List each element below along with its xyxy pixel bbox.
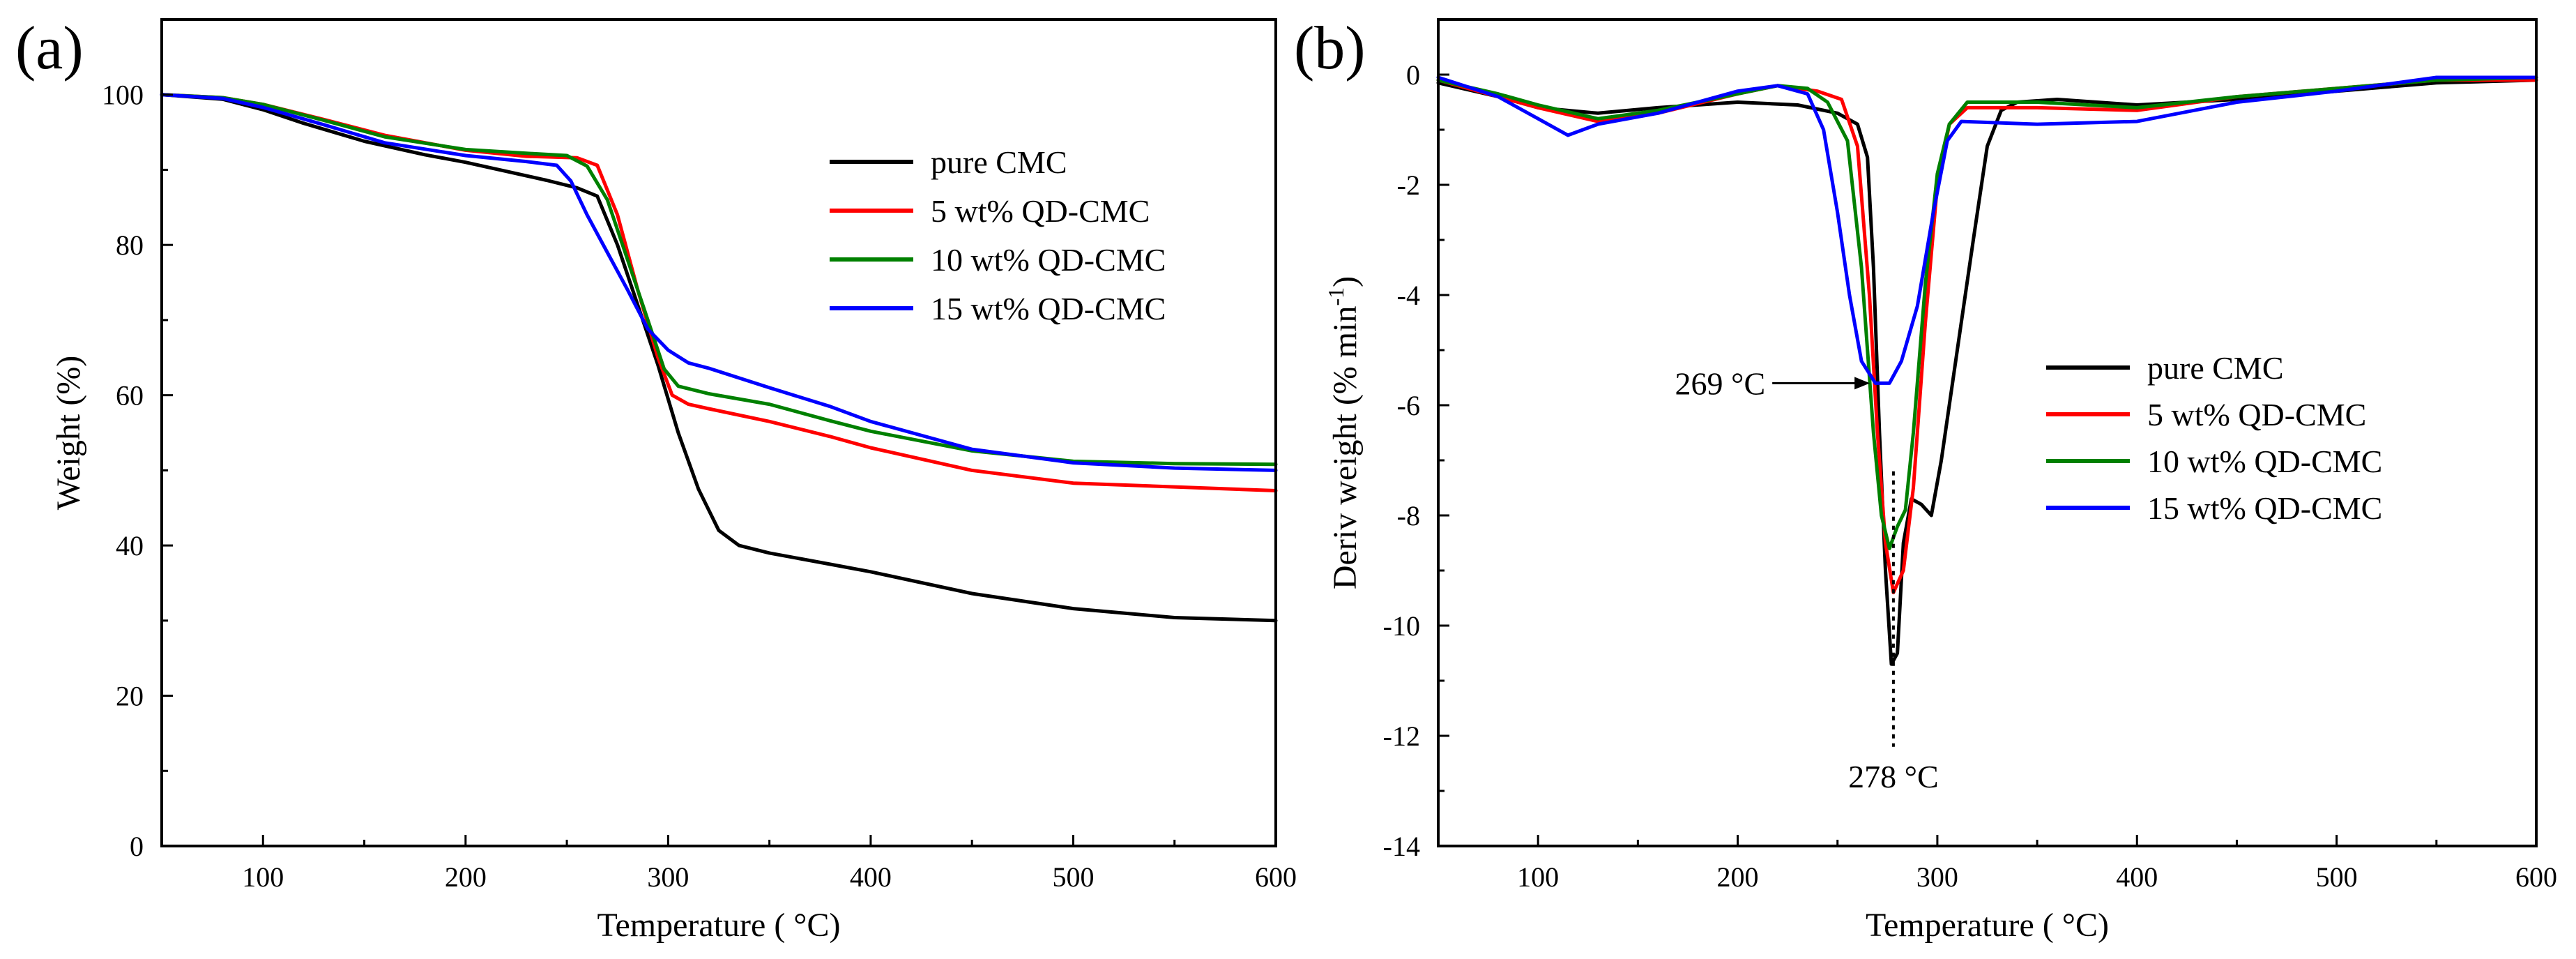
panel-b-series-15-wtpct-qd-cmc: [1436, 75, 2538, 385]
panel-b-y-tick-label-2: -2: [1397, 169, 1420, 201]
panel-b-legend-label-15-wtpct-qd-cmc: 15 wt% QD-CMC: [2147, 490, 2382, 526]
panel-a-series-15-wtpct-qd-cmc: [160, 93, 1278, 472]
panel-a-legend-label-5-wtpct-qd-cmc: 5 wt% QD-CMC: [931, 193, 1150, 229]
panel-b-legend-label-5-wtpct-qd-cmc: 5 wt% QD-CMC: [2147, 397, 2366, 432]
panel-b-axes-frame: [1437, 18, 2538, 847]
panel-b-legend: pure CMC 5 wt% QD-CMC 10 wt% QD-CMC 15 wt% …: [2046, 350, 2382, 526]
panel-a-y-tick-label-80: 80: [116, 229, 144, 261]
panel-b-y-tick-label-10: -10: [1383, 610, 1420, 642]
panel-a-series-10-wtpct-qd-cmc: [160, 93, 1278, 467]
panel-a-x-tick-label-600: 600: [1255, 861, 1297, 893]
panel-b-y-tick-label-14: -14: [1383, 831, 1420, 862]
panel-a-x-tick-label-500: 500: [1052, 861, 1094, 893]
panel-a: 100 200 300 400 500 600 0 20 40 60 80 100 Temperatur…: [15, 15, 1297, 944]
panel-a-y-tick-label-0: 0: [130, 831, 144, 862]
panel-a-legend-label-pure-cmc: pure CMC: [931, 144, 1067, 180]
panel-a-y-tick-label-60: 60: [116, 380, 144, 411]
panel-b-x-tick-label-500: 500: [2316, 861, 2358, 893]
panel-b-annotation-278-c: 278 °C: [1848, 759, 1939, 794]
panel-b-annotation-269-c: 269 °C: [1675, 365, 1766, 401]
panel-a-y-tick-label-40: 40: [116, 530, 144, 561]
panel-a-panel-label: (a): [15, 15, 84, 82]
panel-b-panel-label: (b): [1294, 15, 1366, 82]
panel-b-legend-label-pure-cmc: pure CMC: [2147, 350, 2284, 386]
panel-a-series-pure-cmc: [160, 93, 1278, 623]
panel-a-legend-label-15-wtpct-qd-cmc: 15 wt% QD-CMC: [931, 291, 1166, 326]
panel-b-y-tick-label-8: -8: [1397, 500, 1420, 531]
panel-a-x-tick-label-300: 300: [647, 861, 689, 893]
panel-b-y-axis-title-close: ): [1327, 276, 1364, 287]
panel-b-legend-label-10-wtpct-qd-cmc: 10 wt% QD-CMC: [2147, 444, 2382, 479]
panel-a-y-axis-title-text: Weight (%): [50, 356, 87, 510]
panel-a-x-tick-label-400: 400: [850, 861, 892, 893]
panel-a-y-tick-label-100: 100: [102, 80, 144, 111]
panel-b-x-tick-label-600: 600: [2515, 861, 2557, 893]
panel-b-x-tick-label-400: 400: [2116, 861, 2158, 893]
panel-b-y-tick-label-12: -12: [1383, 720, 1420, 752]
panel-b-series-pure-cmc: [1436, 78, 2538, 666]
panel-b-x-tick-label-300: 300: [1916, 861, 1958, 893]
panel-a-y-tick-label-20: 20: [116, 681, 144, 712]
panel-b-y-tick-label-0: 0: [1406, 59, 1420, 91]
panel-b-x-tick-label-100: 100: [1517, 861, 1559, 893]
panel-b-y-tick-label-4: -4: [1397, 280, 1420, 311]
panel-a-legend: pure CMC 5 wt% QD-CMC 10 wt% QD-CMC 15 wt% …: [830, 144, 1166, 326]
panel-b-annotation-arrow-head: [1854, 377, 1870, 390]
panel-a-y-axis-title: Weight (%): [50, 356, 87, 510]
panel-b-y-axis-title: Deriv weight (% min-1): [1323, 276, 1364, 589]
panel-a-x-tick-label-100: 100: [242, 861, 284, 893]
panel-a-x-tick-label-200: 200: [445, 861, 487, 893]
panel-a-legend-label-10-wtpct-qd-cmc: 10 wt% QD-CMC: [931, 242, 1166, 278]
panel-b: 100 200 300 400 500 600 0 -2 -4 -6 -8 -10 -12 -14 Temp…: [1294, 15, 2557, 944]
panel-a-x-axis-title: Temperature ( °C): [597, 907, 840, 944]
panel-b-x-tick-label-200: 200: [1717, 861, 1759, 893]
panel-b-y-axis-title-text: Deriv weight (% min: [1327, 306, 1364, 590]
panel-b-x-axis-title: Temperature ( °C): [1866, 907, 2109, 944]
panel-a-axes-frame: [160, 18, 1277, 847]
panel-b-y-axis-title-superscript: -1: [1323, 287, 1348, 306]
panel-b-y-tick-label-6: -6: [1397, 390, 1420, 421]
